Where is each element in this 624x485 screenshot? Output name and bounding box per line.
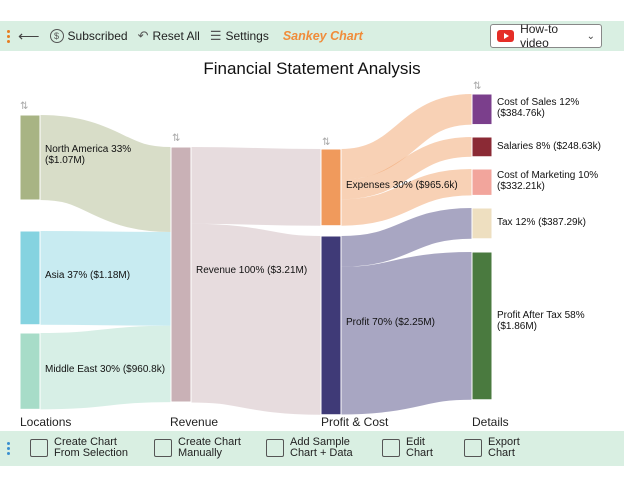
sankey-svg bbox=[19, 93, 493, 416]
sankey-link-rev-exp[interactable] bbox=[190, 146, 322, 226]
sort-icon[interactable]: ⇅ bbox=[172, 133, 181, 144]
sort-icon[interactable]: ⇅ bbox=[20, 101, 29, 112]
node-label-middle-east: Middle East 30% ($960.8k) bbox=[45, 364, 166, 375]
column-label-profit-cost: Profit & Cost bbox=[321, 415, 389, 429]
settings-button[interactable]: ☰ Settings bbox=[210, 28, 269, 44]
sankey-link-rev-profit[interactable] bbox=[189, 223, 323, 415]
sankey-link-na-rev[interactable] bbox=[38, 115, 173, 232]
how-to-video-label: How-to video bbox=[520, 22, 559, 50]
edit-chart-button[interactable]: Edit Chart bbox=[382, 437, 433, 459]
sort-icon[interactable]: ⇅ bbox=[322, 137, 331, 148]
brand-label: Sankey Chart bbox=[282, 29, 363, 43]
edit-chart-icon bbox=[382, 439, 400, 457]
sankey-node-exp[interactable] bbox=[320, 148, 342, 227]
add-sample-chart-button[interactable]: Add Sample Chart + Data bbox=[266, 437, 353, 459]
sankey-node-rev[interactable] bbox=[170, 146, 192, 403]
sankey-node-cos[interactable] bbox=[471, 93, 493, 126]
sample-chart-icon bbox=[266, 439, 284, 457]
undo-icon: ↶ bbox=[137, 28, 149, 43]
bottom-toolbar: Create Chart From Selection Create Chart M… bbox=[0, 431, 624, 466]
sort-icon[interactable]: ⇅ bbox=[473, 81, 482, 92]
chevron-down-icon: ⌄ bbox=[586, 30, 595, 42]
sankey-node-sal[interactable] bbox=[471, 136, 493, 158]
sankey-link-exp-sal[interactable] bbox=[340, 137, 473, 200]
node-label-asia: Asia 37% ($1.18M) bbox=[45, 270, 131, 281]
top-toolbar: ⟵ $ Subscribed ↶ Reset All ☰ Settings Sa… bbox=[0, 21, 624, 51]
sankey-node-asia[interactable] bbox=[19, 230, 41, 326]
node-label-north-america: North America 33% ($1.07M) bbox=[45, 144, 132, 166]
node-label-profit: Profit 70% ($2.25M) bbox=[346, 317, 435, 328]
settings-label: Settings bbox=[225, 29, 269, 43]
node-label-cost-of-sales: Cost of Sales 12% ($384.76k) bbox=[497, 97, 580, 119]
back-arrow-icon[interactable]: ⟵ bbox=[18, 28, 40, 45]
sankey-node-profit[interactable] bbox=[320, 235, 342, 416]
subscribed-label: Subscribed bbox=[67, 29, 128, 43]
node-label-cost-of-marketing: Cost of Marketing 10% ($332.21k) bbox=[497, 170, 599, 192]
chart-title: Financial Statement Analysis bbox=[203, 59, 421, 78]
sankey-node-mkt[interactable] bbox=[471, 168, 493, 196]
drag-handle-icon[interactable] bbox=[2, 441, 14, 456]
subscribed-button[interactable]: $ Subscribed bbox=[49, 29, 128, 43]
export-icon bbox=[464, 439, 482, 457]
node-label-tax: Tax 12% ($387.29k) bbox=[497, 217, 586, 228]
sankey-link-profit-tax[interactable] bbox=[340, 208, 473, 267]
sankey-node-pat[interactable] bbox=[471, 251, 493, 401]
sankey-link-asia-rev[interactable] bbox=[39, 230, 172, 326]
create-chart-manually-button[interactable]: Create Chart Manually bbox=[154, 437, 241, 459]
node-label-salaries: Salaries 8% ($248.63k) bbox=[497, 141, 601, 152]
youtube-icon bbox=[497, 30, 515, 42]
sankey-link-profit-pat[interactable] bbox=[339, 252, 474, 415]
table-icon bbox=[30, 439, 48, 457]
column-label-locations: Locations bbox=[20, 415, 72, 429]
node-label-profit-after-tax: Profit After Tax 58% ($1.86M) bbox=[497, 310, 585, 332]
node-label-revenue: Revenue 100% ($3.21M) bbox=[196, 265, 308, 276]
list-icon bbox=[154, 439, 172, 457]
reset-all-label: Reset All bbox=[152, 29, 200, 43]
sankey-node-na[interactable] bbox=[19, 114, 41, 201]
how-to-video-dropdown[interactable]: How-to video ⌄ bbox=[490, 22, 602, 50]
sankey-link-me-rev[interactable] bbox=[39, 325, 172, 410]
node-label-expenses: Expenses 30% ($965.6k) bbox=[346, 180, 458, 191]
create-chart-from-selection-button[interactable]: Create Chart From Selection bbox=[30, 437, 128, 459]
dollar-icon: $ bbox=[49, 29, 64, 43]
sliders-icon: ☰ bbox=[209, 28, 222, 43]
sankey-link-exp-mkt[interactable] bbox=[340, 168, 473, 226]
column-label-revenue: Revenue bbox=[170, 415, 219, 429]
sankey-chart: Financial Statement Analysis ⇅ ⇅ ⇅ ⇅ Nor… bbox=[0, 51, 624, 431]
reset-all-button[interactable]: ↶ Reset All bbox=[138, 28, 200, 44]
export-chart-button[interactable]: Export Chart bbox=[464, 437, 520, 459]
sankey-link-exp-cos[interactable] bbox=[340, 94, 473, 180]
column-label-details: Details bbox=[472, 415, 509, 429]
sankey-node-me[interactable] bbox=[19, 332, 41, 410]
sankey-node-tax[interactable] bbox=[471, 207, 493, 240]
drag-handle-icon[interactable] bbox=[2, 29, 14, 44]
